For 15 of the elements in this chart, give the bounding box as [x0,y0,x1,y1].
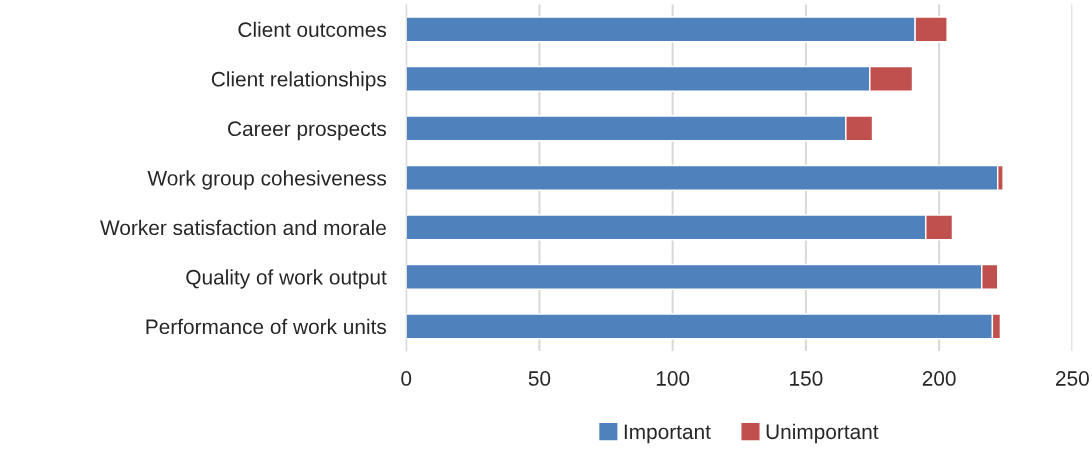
legend-label: Unimportant [766,423,879,444]
x-tick-label: 50 [528,371,551,386]
y-tick-label: Career prospects [228,121,387,141]
y-tick-label: Performance of work units [146,318,387,335]
y-tick-label: Client outcomes [238,21,387,38]
x-tick-label: 100 [656,371,690,386]
y-tick-label: Quality of work output [186,269,387,289]
x-tick-label: 0 [401,371,412,386]
x-tick-label: 200 [922,371,956,386]
x-tick-label: 250 [1056,371,1089,386]
y-tick-label: Client relationships [211,71,387,91]
y-tick-label: Worker satisfaction and morale [100,219,386,236]
y-tick-label: Work group cohesiveness [147,170,387,190]
x-tick-label: 150 [790,371,823,386]
legend-label: Important [624,424,711,444]
